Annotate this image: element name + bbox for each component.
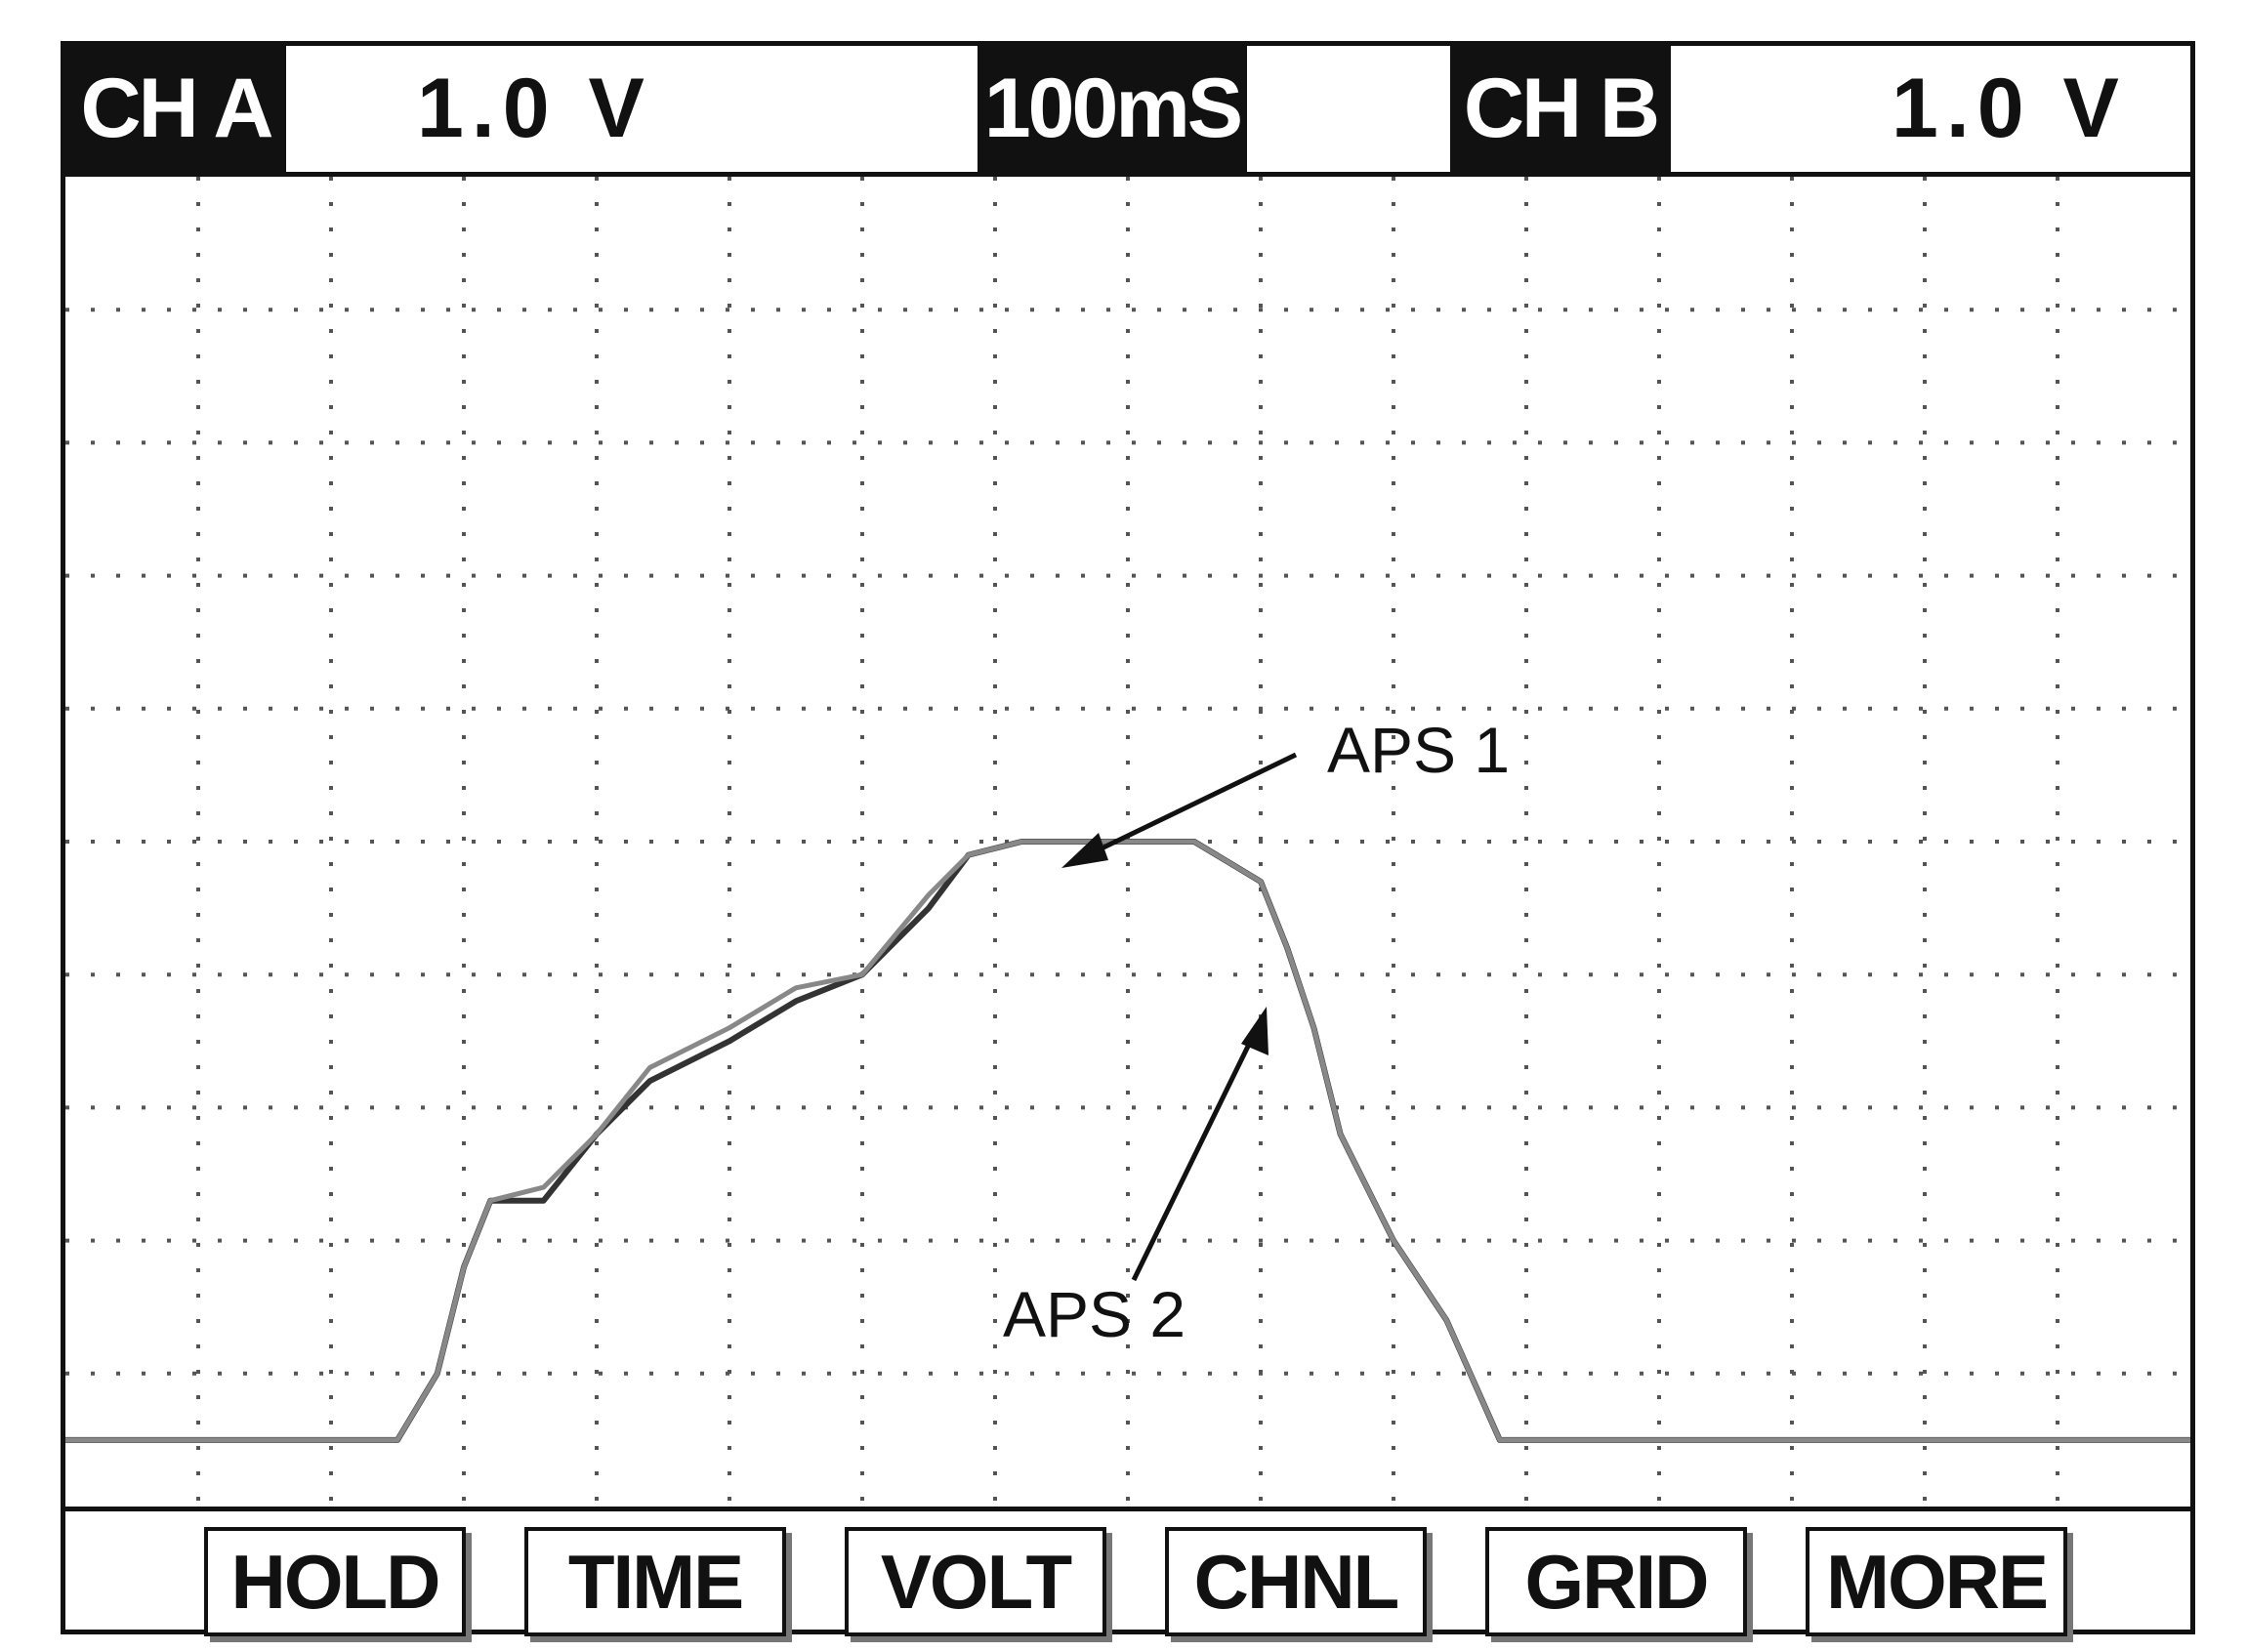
volt-button[interactable]: VOLT [845, 1527, 1106, 1636]
oscilloscope-screen: CH A 1.0 V 100mS CH B 1.0 V APS 1 APS 2 … [61, 41, 2195, 1636]
aps2-label: APS 2 [1003, 1278, 1185, 1350]
waveform-plot: APS 1 APS 2 [65, 177, 2190, 1507]
trace-aps2 [65, 839, 2190, 1443]
aps2-arrow-line [1131, 1022, 1262, 1282]
channel-a-label: CH A [65, 46, 286, 172]
softkey-bar: HOLD TIME VOLT CHNL GRID MORE [65, 1507, 2190, 1636]
aps1-arrow-line [1075, 752, 1298, 863]
trace-group [65, 839, 2190, 1443]
hold-button[interactable]: HOLD [204, 1527, 466, 1636]
channel-b-label: CH B [1450, 46, 1671, 172]
aps2-arrow-head [1241, 1007, 1269, 1055]
chnl-button[interactable]: CHNL [1165, 1527, 1427, 1636]
aps1-label: APS 1 [1327, 714, 1510, 786]
grid-button[interactable]: GRID [1485, 1527, 1747, 1636]
time-button[interactable]: TIME [524, 1527, 786, 1636]
scope-header-bar: CH A 1.0 V 100mS CH B 1.0 V [65, 46, 2190, 177]
more-button[interactable]: MORE [1806, 1527, 2067, 1636]
timebase-value: 100mS [977, 46, 1247, 172]
channel-b-volts-per-div: 1.0 V [1892, 62, 2127, 155]
channel-a-volts-per-div: 1.0 V [417, 62, 652, 155]
aps1-arrow-head [1061, 833, 1108, 868]
annotation-group: APS 1 APS 2 [1003, 714, 1510, 1350]
